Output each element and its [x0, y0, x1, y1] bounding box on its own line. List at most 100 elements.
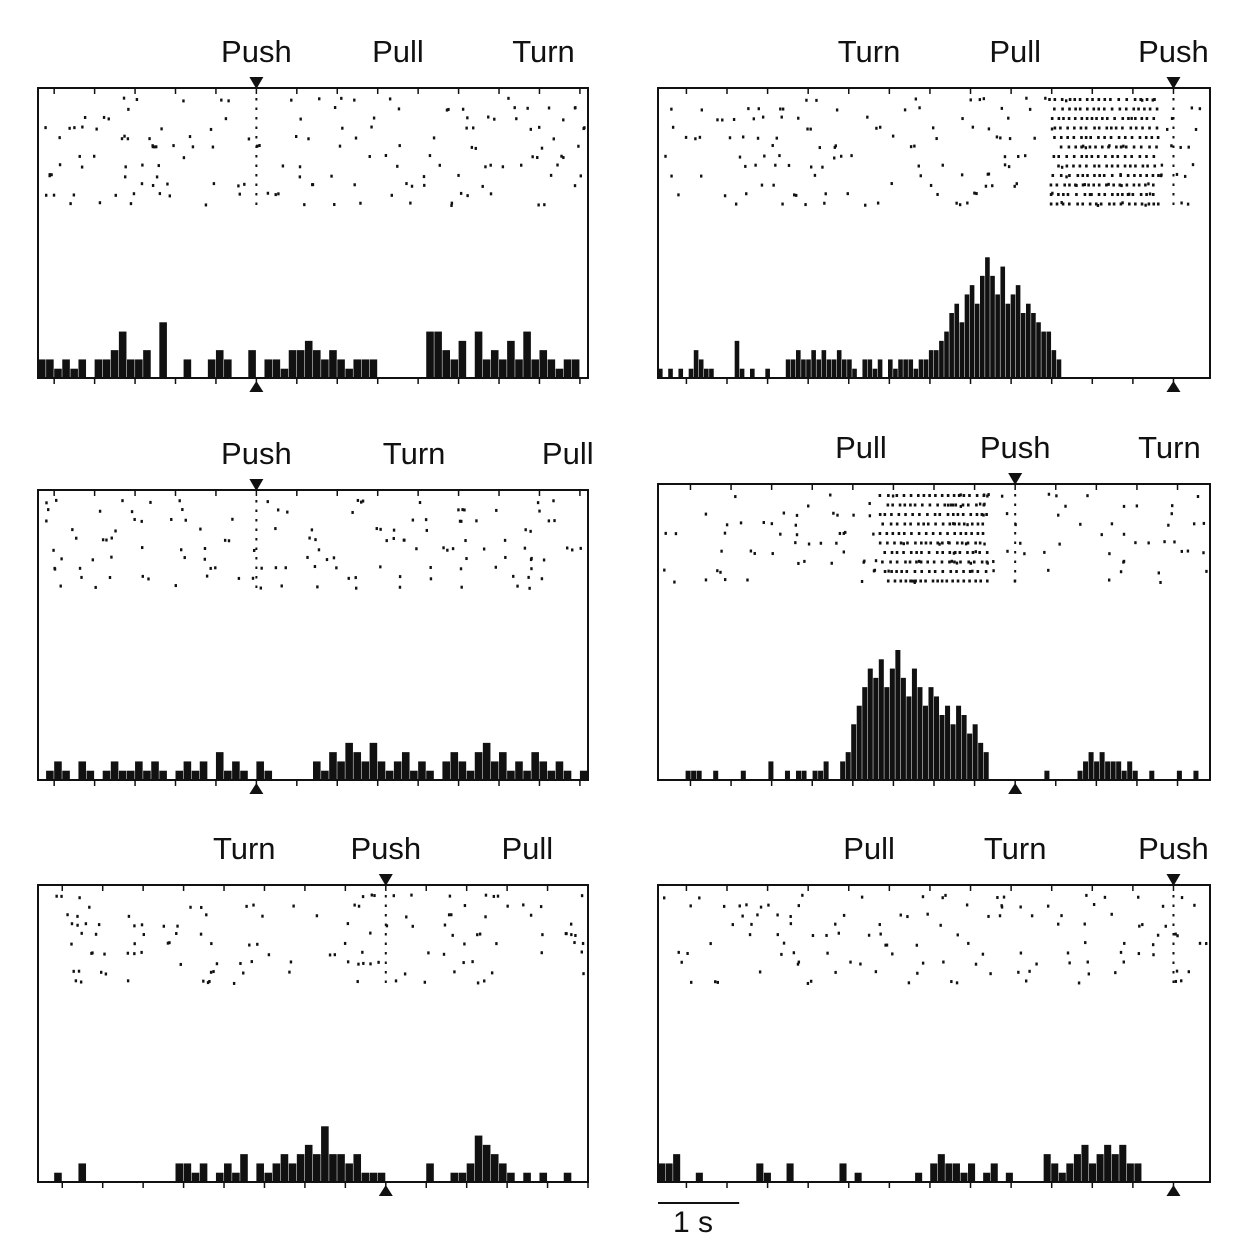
histogram-bar — [1126, 1163, 1134, 1182]
histogram-bar — [329, 350, 337, 378]
raster-burst-spike — [1130, 155, 1133, 158]
raster-align-dot — [255, 538, 258, 541]
raster-spike — [579, 174, 582, 178]
raster-spike — [821, 165, 824, 169]
raster-spike — [935, 137, 938, 141]
raster-spike — [140, 923, 144, 927]
raster-spike — [1064, 504, 1067, 508]
raster-burst-spike — [1085, 164, 1088, 168]
raster-spike — [474, 146, 477, 150]
raster-spike — [290, 98, 293, 102]
histogram-bar — [928, 687, 934, 780]
raster-spike — [824, 192, 827, 196]
raster-burst-spike — [1068, 98, 1072, 101]
histogram-bar — [62, 770, 70, 780]
raster-spike — [753, 551, 756, 555]
raster-spike — [418, 501, 422, 505]
raster-spike — [795, 193, 798, 197]
raster-burst-spike — [1110, 174, 1114, 177]
raster-spike — [787, 163, 791, 167]
histogram-bar — [256, 1163, 264, 1182]
raster-spike — [55, 894, 58, 898]
raster-spike — [252, 548, 256, 552]
raster-spike — [515, 117, 518, 121]
raster-spike — [465, 126, 468, 130]
raster-spike — [987, 127, 991, 131]
raster-burst-spike — [914, 541, 917, 545]
histogram-bar — [915, 1172, 923, 1182]
histogram-bar — [191, 770, 200, 780]
raster-burst-spike — [975, 494, 979, 497]
raster-burst-spike — [926, 513, 929, 516]
raster-spike — [1005, 512, 1009, 516]
raster-burst-spike — [1091, 98, 1094, 101]
raster-spike — [906, 915, 909, 919]
raster-spike — [1135, 504, 1139, 508]
raster-spike — [286, 510, 289, 514]
raster-spike — [1134, 541, 1137, 545]
event-label-push: Push — [350, 831, 422, 866]
histogram-bar — [1105, 761, 1111, 780]
raster-spike — [794, 541, 797, 545]
histogram-bar — [906, 696, 912, 780]
raster-spike — [384, 153, 388, 157]
raster-spike — [1002, 895, 1006, 899]
raster-spike — [443, 923, 447, 927]
raster-burst-spike — [918, 513, 921, 516]
raster-spike — [704, 578, 708, 582]
raster-burst-spike — [1152, 202, 1156, 206]
raster-spike — [392, 536, 395, 540]
raster-spike — [1183, 174, 1187, 178]
raster-burst-spike — [949, 570, 953, 573]
raster-spike — [1014, 523, 1017, 527]
raster-burst-spike — [948, 560, 951, 564]
raster-spike — [837, 931, 841, 935]
raster-spike — [911, 579, 914, 583]
raster-spike — [1122, 504, 1126, 508]
raster-burst-spike — [933, 570, 937, 573]
raster-align-dot — [1172, 952, 1175, 955]
raster-burst-spike — [1081, 174, 1085, 177]
raster-spike — [987, 914, 990, 918]
raster-spike — [77, 969, 81, 973]
raster-spike — [423, 980, 427, 984]
raster-spike — [446, 548, 449, 552]
histogram-bar — [862, 359, 868, 378]
raster-burst-spike — [1144, 183, 1147, 187]
raster-spike — [662, 896, 666, 900]
histogram-bar — [531, 359, 539, 378]
raster-spike — [1174, 979, 1178, 983]
raster-burst-spike — [934, 522, 937, 526]
raster-burst-spike — [966, 551, 969, 554]
raster-burst-spike — [1140, 202, 1144, 206]
raster-burst-spike — [1126, 174, 1130, 177]
raster-spike — [73, 126, 76, 130]
raster-burst-spike — [940, 579, 944, 583]
raster-spike — [223, 538, 227, 542]
raster-burst-spike — [1124, 107, 1128, 111]
raster-spike — [1107, 578, 1111, 582]
raster-spike — [478, 932, 482, 936]
raster-burst-spike — [1145, 174, 1148, 177]
histogram-bar — [515, 761, 523, 780]
raster-spike — [199, 527, 202, 531]
raster-spike — [801, 893, 804, 897]
raster-burst-spike — [926, 522, 930, 526]
raster-spike — [878, 125, 882, 129]
raster-burst-spike — [985, 513, 988, 516]
raster-spike — [684, 135, 688, 139]
raster-spike — [528, 586, 531, 590]
histogram-bar — [151, 761, 159, 780]
raster-spike — [311, 183, 314, 187]
raster-spike — [776, 913, 779, 917]
histogram-bar — [1119, 1144, 1127, 1182]
raster-spike — [885, 943, 889, 947]
raster-spike — [1170, 144, 1173, 148]
raster-spike — [891, 494, 895, 498]
raster-burst-spike — [985, 560, 989, 564]
raster-burst-spike — [1087, 183, 1090, 187]
raster-burst-spike — [938, 532, 942, 535]
raster-spike — [749, 549, 753, 553]
raster-spike — [99, 970, 103, 974]
raster-spike — [415, 547, 418, 551]
